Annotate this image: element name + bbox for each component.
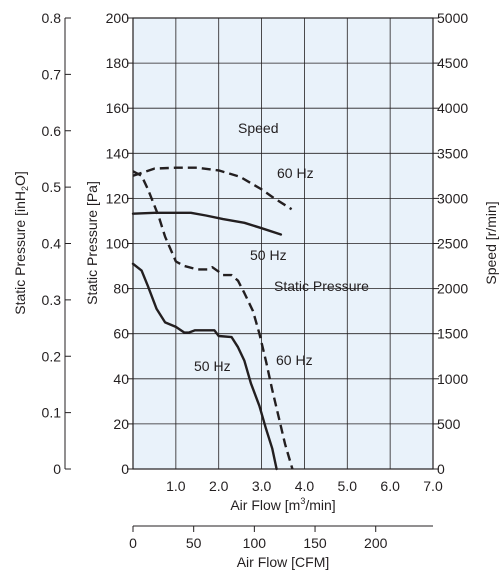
y-tick-label-speed: 1000 <box>437 371 468 387</box>
annotation-static-pressure: Static Pressure <box>274 278 369 294</box>
y-tick-label-speed: 1500 <box>437 326 468 342</box>
x-axis-title-cfm: Air Flow [CFM] <box>237 554 330 570</box>
y-tick-label-inh2o: 0.3 <box>42 292 62 308</box>
y-tick-label-pa: 0 <box>121 461 129 477</box>
y-tick-label-inh2o: 0.2 <box>42 348 62 364</box>
annotation-50hz-pressure: 50 Hz <box>194 358 231 374</box>
y-tick-label-inh2o: 0.7 <box>42 66 62 82</box>
y-tick-label-inh2o: 0.8 <box>42 10 62 26</box>
x-tick-label-cfm: 150 <box>303 535 327 551</box>
x-tick-label-cfm: 100 <box>243 535 267 551</box>
y-tick-label-speed: 2500 <box>437 236 468 252</box>
y-tick-label-pa: 20 <box>113 416 129 432</box>
y-tick-label-inh2o: 0.4 <box>42 236 62 252</box>
y-tick-label-speed: 3500 <box>437 145 468 161</box>
x-tick-label-m3: 7.0 <box>423 478 443 494</box>
y-tick-label-pa: 140 <box>106 145 130 161</box>
x-tick-label-m3: 5.0 <box>338 478 358 494</box>
y-axis-title-speed: Speed [r/min] <box>483 201 499 284</box>
x-tick-label-m3: 2.0 <box>209 478 229 494</box>
x-tick-label-m3: 4.0 <box>295 478 315 494</box>
series-line-left_pa-solid <box>131 262 278 471</box>
curves <box>131 166 294 471</box>
y-tick-label-inh2o: 0.6 <box>42 123 62 139</box>
x-tick-label-m3: 3.0 <box>252 478 272 494</box>
y-tick-label-pa: 120 <box>106 190 130 206</box>
y-tick-label-speed: 4500 <box>437 55 468 71</box>
y-tick-label-speed: 2000 <box>437 281 468 297</box>
y-axis-title-pa: Static Pressure [Pa] <box>84 181 100 305</box>
series-line-left_pa-dashed <box>132 170 294 470</box>
y-tick-label-speed: 4000 <box>437 100 468 116</box>
x-tick-label-m3: 1.0 <box>166 478 186 494</box>
y-tick-label-pa: 200 <box>106 10 130 26</box>
y-tick-label-speed: 500 <box>437 416 461 432</box>
x-tick-label-m3: 6.0 <box>380 478 400 494</box>
series-line-right_speed-solid <box>131 211 283 236</box>
y-tick-label-pa: 60 <box>113 326 129 342</box>
y-tick-label-inh2o: 0 <box>53 461 61 477</box>
x-tick-label-cfm: 200 <box>364 535 388 551</box>
annotation-60hz-pressure: 60 Hz <box>276 352 313 368</box>
y-tick-label-pa: 40 <box>113 371 129 387</box>
axes: 0204060801001201401601802000500100015002… <box>42 10 469 551</box>
y-tick-label-pa: 180 <box>106 55 130 71</box>
y-tick-label-speed: 3000 <box>437 190 468 206</box>
annotation-60hz-speed: 60 Hz <box>277 165 314 181</box>
y-tick-label-speed: 5000 <box>437 10 468 26</box>
y-tick-label-pa: 160 <box>106 100 130 116</box>
annotation-50hz-speed: 50 Hz <box>250 247 287 263</box>
y-tick-label-inh2o: 0.1 <box>42 405 62 421</box>
x-tick-label-cfm: 0 <box>129 535 137 551</box>
annotation-speed: Speed <box>238 120 278 136</box>
y-axis-title-inh2o: Static Pressure [inH2O] <box>12 171 30 315</box>
x-tick-label-cfm: 50 <box>186 535 202 551</box>
x-axis-title-m3: Air Flow [m3/min] <box>230 496 335 513</box>
series-line-right_speed-dashed <box>132 166 293 211</box>
y-tick-label-speed: 0 <box>437 461 445 477</box>
y-tick-label-pa: 80 <box>113 281 129 297</box>
y-tick-label-inh2o: 0.5 <box>42 179 62 195</box>
y-tick-label-pa: 100 <box>106 236 130 252</box>
